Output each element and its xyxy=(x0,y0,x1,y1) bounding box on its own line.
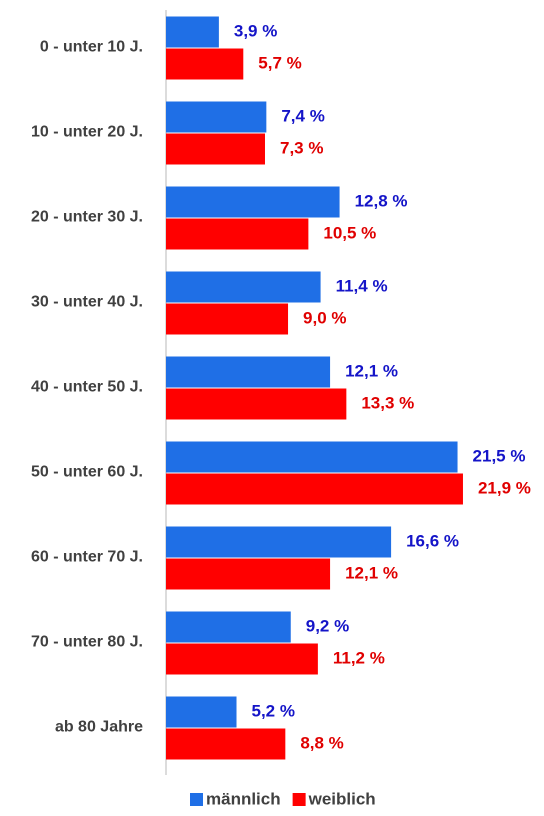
value-label: 5,7 % xyxy=(258,53,301,72)
value-label: 13,3 % xyxy=(361,393,414,412)
value-label: 11,2 % xyxy=(333,648,385,667)
legend-label: männlich xyxy=(206,789,281,808)
category-label: ab 80 Jahre xyxy=(55,719,143,736)
category-label: 50 - unter 60 J. xyxy=(31,464,143,481)
bar xyxy=(166,133,265,165)
bar xyxy=(166,441,458,473)
value-label: 7,3 % xyxy=(280,138,323,157)
value-label: 9,2 % xyxy=(306,616,349,635)
value-label: 11,4 % xyxy=(336,276,388,295)
value-label: 12,1 % xyxy=(345,361,398,380)
bar xyxy=(166,728,286,760)
category-label: 30 - unter 40 J. xyxy=(31,294,143,311)
value-label: 8,8 % xyxy=(300,733,343,752)
value-label: 10,5 % xyxy=(323,223,376,242)
bar xyxy=(166,303,289,335)
category-label: 60 - unter 70 J. xyxy=(31,549,143,566)
bar xyxy=(166,526,392,558)
category-label: 0 - unter 10 J. xyxy=(40,39,143,56)
bar xyxy=(166,473,463,505)
bar xyxy=(166,696,237,728)
category-label: 40 - unter 50 J. xyxy=(31,379,143,396)
legend-swatch xyxy=(190,793,203,806)
legend-swatch xyxy=(292,793,306,806)
legend-label: weiblich xyxy=(308,789,376,808)
value-label: 7,4 % xyxy=(281,106,324,125)
value-label: 16,6 % xyxy=(406,531,459,550)
category-label: 20 - unter 30 J. xyxy=(31,209,143,226)
bar xyxy=(166,186,340,218)
bar xyxy=(166,558,331,590)
value-label: 21,9 % xyxy=(478,478,531,497)
category-label: 10 - unter 20 J. xyxy=(31,124,143,141)
value-label: 12,8 % xyxy=(355,191,408,210)
category-label: 70 - unter 80 J. xyxy=(31,634,143,651)
bar xyxy=(166,388,347,420)
value-label: 21,5 % xyxy=(473,446,526,465)
bar xyxy=(166,218,309,250)
value-label: 9,0 % xyxy=(303,308,346,327)
bar xyxy=(166,611,291,643)
bar xyxy=(166,356,331,388)
value-label: 3,9 % xyxy=(234,21,277,40)
bar xyxy=(166,101,267,133)
bar xyxy=(166,271,321,303)
bar xyxy=(166,643,318,675)
bar xyxy=(166,16,219,48)
value-label: 5,2 % xyxy=(252,701,295,720)
bar xyxy=(166,48,244,80)
value-label: 12,1 % xyxy=(345,563,398,582)
